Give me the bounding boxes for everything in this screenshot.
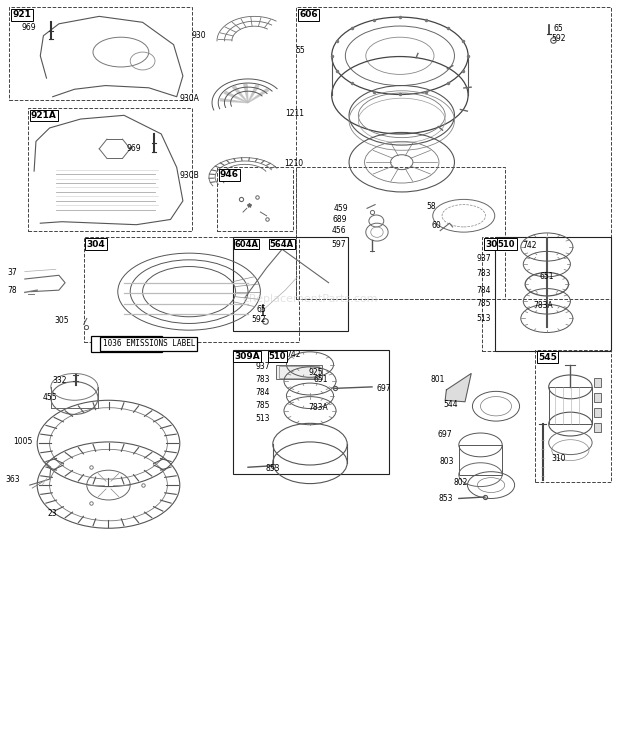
Text: 544: 544 [443,400,458,409]
Text: 803: 803 [440,457,454,466]
Text: 937: 937 [476,254,491,263]
Bar [594,378,601,387]
Text: 304: 304 [87,240,105,248]
Text: 1036 EMISSIONS LABEL: 1036 EMISSIONS LABEL [102,339,195,348]
Polygon shape [248,85,259,103]
Text: 23: 23 [47,509,57,518]
Text: 853: 853 [438,494,453,503]
Text: 946: 946 [220,170,239,179]
Bar [495,237,611,351]
Text: 742: 742 [286,350,301,359]
Bar [28,108,192,231]
Bar [594,423,601,432]
Text: 545: 545 [538,353,557,362]
Text: 60: 60 [432,221,441,230]
Polygon shape [248,89,269,103]
Bar [535,350,611,482]
Bar [296,7,611,299]
Text: 921: 921 [12,10,31,19]
Text: 592: 592 [552,34,566,43]
Text: 784: 784 [477,286,491,295]
Text: 305: 305 [55,316,69,325]
Polygon shape [220,99,248,103]
Bar [549,387,592,424]
Text: 37: 37 [7,268,17,277]
Polygon shape [445,373,471,402]
Text: 510: 510 [268,352,286,361]
Text: 309A: 309A [234,352,260,361]
Text: 651: 651 [313,375,327,384]
Bar [296,167,505,299]
Bar [594,393,601,402]
Text: 455: 455 [42,393,57,402]
Text: 459: 459 [334,204,348,213]
Bar [279,366,319,378]
Text: 309: 309 [485,240,504,248]
Text: 597: 597 [331,240,346,248]
Text: 783: 783 [477,269,491,278]
Text: 78: 78 [7,286,17,295]
Bar [232,350,389,474]
Text: 58: 58 [427,202,436,211]
Text: 853: 853 [265,464,280,473]
Text: 332: 332 [53,376,67,385]
Text: 1036 EMISSIONS LABEL: 1036 EMISSIONS LABEL [102,339,195,348]
Bar [232,237,348,331]
Bar [276,365,322,379]
Text: eReplacementParts.com: eReplacementParts.com [242,294,378,304]
Text: 969: 969 [126,144,141,153]
Polygon shape [244,84,248,103]
Text: 564A: 564A [270,240,294,248]
Text: 742: 742 [522,241,536,250]
Text: 925: 925 [309,368,323,377]
Bar [594,408,601,417]
Text: 1210: 1210 [285,159,304,168]
Text: 937: 937 [255,362,270,371]
Text: 921A: 921A [31,111,57,120]
Polygon shape [232,86,248,103]
Text: 930A: 930A [180,94,200,103]
Text: 456: 456 [331,226,346,235]
Bar [217,167,293,231]
Text: 785: 785 [477,299,491,308]
Text: 930B: 930B [180,171,200,180]
Text: 802: 802 [454,478,468,487]
Bar [459,445,502,475]
Text: 65: 65 [553,24,563,33]
Text: 689: 689 [333,215,347,224]
Text: 651: 651 [539,272,554,281]
Text: 65: 65 [257,305,267,314]
Text: 513: 513 [477,314,491,323]
Bar [482,237,611,351]
Text: 1005: 1005 [13,437,32,446]
Text: 783A: 783A [533,301,553,310]
Text: 784: 784 [255,388,270,397]
Text: 783A: 783A [309,403,329,412]
Polygon shape [224,92,248,103]
Text: 363: 363 [5,475,20,484]
Text: 606: 606 [299,10,318,19]
Text: 510: 510 [498,240,515,248]
Text: 697: 697 [438,430,453,439]
Text: 604A: 604A [234,240,259,248]
Bar [9,7,192,100]
Text: 513: 513 [255,414,270,423]
Text: 969: 969 [21,23,36,32]
Text: 55: 55 [295,46,305,55]
Text: 930: 930 [191,31,206,40]
Text: 783: 783 [255,375,270,384]
Text: 310: 310 [552,454,566,463]
Text: 785: 785 [255,401,270,410]
Text: 592: 592 [251,315,265,324]
Bar [84,237,299,342]
Text: 697: 697 [377,384,392,393]
Text: 1211: 1211 [285,109,304,118]
Text: 801: 801 [431,375,445,384]
FancyBboxPatch shape [91,336,162,352]
